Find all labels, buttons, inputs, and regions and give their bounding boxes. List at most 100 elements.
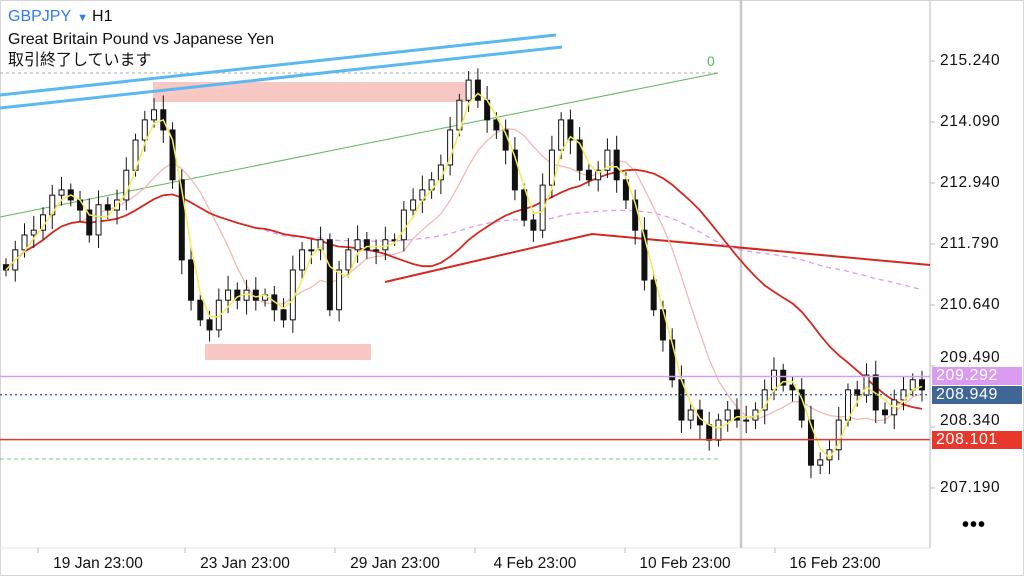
- time-tick-label: 19 Jan 23:00: [53, 555, 143, 572]
- trendline-blue-upper: [0, 33, 557, 97]
- chart-header: GBPJPY ▼ H1 Great Britain Pound vs Japanes…: [8, 6, 274, 71]
- price-tick-label: 212.940: [940, 173, 1001, 191]
- candle-body: [595, 169, 602, 181]
- candle-body: [197, 299, 204, 321]
- candle-body: [909, 379, 916, 391]
- market-status: 取引終了しています: [8, 52, 152, 69]
- candle-body: [104, 204, 111, 211]
- candle-body: [86, 209, 93, 236]
- candle-body: [58, 189, 65, 196]
- candle-body: [151, 109, 158, 121]
- candle-body: [188, 259, 195, 301]
- candle-body: [807, 419, 814, 466]
- candle-body: [447, 129, 454, 166]
- supply-zone: [153, 82, 470, 102]
- symbol-selector[interactable]: GBPJPY: [8, 8, 72, 25]
- timeframe[interactable]: H1: [92, 8, 113, 25]
- candle-body: [613, 149, 620, 181]
- time-tick-label: 29 Jan 23:00: [350, 555, 440, 572]
- candle-body: [761, 389, 768, 411]
- price-tick-label: 214.090: [940, 112, 1001, 130]
- candle-body: [308, 249, 315, 252]
- candle-body: [225, 289, 232, 301]
- candle-body: [604, 149, 611, 171]
- time-tick-label: 23 Jan 23:00: [200, 555, 290, 572]
- candle-body: [641, 229, 648, 281]
- candle-body: [206, 319, 213, 331]
- candle-body: [382, 239, 389, 251]
- candle-body: [863, 374, 870, 396]
- price-tag: 209.292: [932, 367, 1022, 386]
- price-tag: 208.101: [932, 430, 1022, 449]
- time-tick-label: 4 Feb 23:00: [493, 555, 577, 572]
- candle-body: [919, 379, 925, 391]
- candle-body: [854, 389, 861, 396]
- candle-body: [373, 249, 380, 252]
- candle-body: [567, 119, 574, 141]
- symbol-description: Great Britain Pound vs Japanese Yen: [8, 31, 274, 48]
- candle-body: [410, 199, 417, 211]
- candle-body: [178, 179, 185, 261]
- candle-body: [21, 234, 28, 251]
- candle-body: [493, 119, 500, 131]
- candle-body: [326, 239, 333, 311]
- candle-body: [548, 149, 555, 186]
- candle-body: [706, 424, 713, 441]
- candle-body: [687, 409, 694, 421]
- candle-body: [585, 169, 592, 181]
- candle-body: [780, 369, 787, 386]
- candle-body: [363, 239, 370, 251]
- price-tag: 208.949: [932, 385, 1022, 404]
- fibo-level-label: 0: [707, 53, 715, 69]
- candle-body: [817, 459, 824, 466]
- candle-body: [317, 239, 324, 251]
- candle-body: [715, 419, 722, 441]
- candle-body: [622, 179, 629, 201]
- demand-zone: [205, 344, 371, 360]
- candle-body: [881, 409, 888, 416]
- candle-body: [336, 269, 343, 311]
- candle-body: [354, 239, 361, 251]
- candle-body: [252, 289, 259, 301]
- price-tick-label: 207.190: [940, 478, 1001, 496]
- candle-body: [49, 194, 56, 216]
- price-tick-label: 215.240: [940, 52, 1001, 69]
- candle-body: [465, 79, 472, 101]
- candle-body: [400, 209, 407, 241]
- candle-body: [743, 419, 750, 422]
- moving-average-mid: [5, 127, 923, 422]
- trendline-red: [384, 232, 931, 283]
- moving-average-slow: [5, 168, 923, 410]
- candle-body: [299, 249, 306, 271]
- more-options-button[interactable]: •••: [962, 514, 987, 536]
- candle-body: [576, 139, 583, 171]
- price-tick-label: 211.790: [940, 234, 1000, 252]
- candle-body: [141, 119, 148, 141]
- candle-body: [234, 289, 241, 301]
- moving-average-fast: [5, 92, 923, 460]
- candle-body: [30, 229, 37, 236]
- candle-body: [95, 204, 102, 236]
- candle-body: [733, 409, 740, 421]
- time-tick-label: 10 Feb 23:00: [639, 555, 731, 572]
- candle-body: [650, 279, 657, 311]
- price-tick-label: 210.640: [940, 295, 1001, 313]
- trendline-blue-lower: [0, 45, 563, 110]
- price-tick-label: 208.340: [940, 412, 1001, 430]
- candle-body: [539, 184, 546, 231]
- moving-average-long: [5, 193, 923, 291]
- trendline-green: [0, 72, 719, 218]
- candle-body: [243, 289, 250, 301]
- candle-body: [558, 119, 565, 151]
- candle-body: [770, 369, 777, 391]
- time-tick-label: 16 Feb 23:00: [789, 555, 881, 572]
- candle-body: [724, 409, 731, 421]
- candle-body: [345, 249, 352, 271]
- candle-body: [530, 219, 537, 231]
- candle-body: [669, 339, 676, 381]
- candle-body: [280, 309, 287, 321]
- candle-body: [474, 79, 481, 101]
- candle-body: [521, 189, 528, 221]
- triangle-down-icon[interactable]: ▼: [77, 12, 89, 24]
